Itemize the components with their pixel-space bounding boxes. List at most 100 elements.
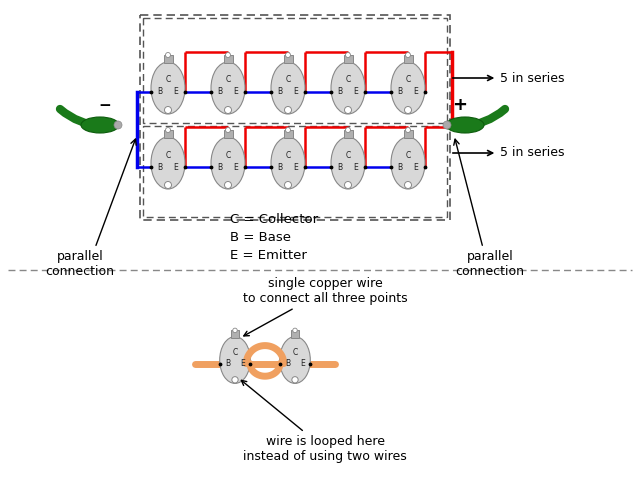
Text: E: E — [354, 87, 358, 96]
Text: C: C — [405, 151, 411, 159]
Text: E: E — [413, 163, 419, 171]
Ellipse shape — [220, 336, 250, 384]
Bar — [291, 330, 299, 337]
Circle shape — [225, 52, 230, 58]
Ellipse shape — [331, 137, 365, 189]
Text: single copper wire
to connect all three points: single copper wire to connect all three … — [243, 277, 407, 336]
Text: E: E — [234, 163, 238, 171]
Ellipse shape — [391, 137, 425, 189]
Text: C: C — [292, 348, 298, 357]
Ellipse shape — [271, 137, 305, 189]
Circle shape — [285, 181, 291, 189]
Text: B: B — [397, 87, 403, 96]
Circle shape — [346, 52, 351, 58]
Text: E: E — [354, 163, 358, 171]
Text: parallel
connection: parallel connection — [45, 250, 115, 278]
Bar — [403, 130, 413, 138]
Ellipse shape — [211, 137, 245, 189]
Text: C: C — [232, 348, 237, 357]
Text: B: B — [225, 359, 230, 368]
Bar — [163, 55, 173, 63]
Ellipse shape — [271, 62, 305, 114]
Circle shape — [232, 377, 238, 383]
Ellipse shape — [331, 62, 365, 114]
Circle shape — [225, 107, 232, 113]
Text: +: + — [452, 96, 467, 114]
Text: B: B — [277, 87, 283, 96]
Circle shape — [406, 52, 410, 58]
Ellipse shape — [446, 117, 484, 133]
Text: E: E — [413, 87, 419, 96]
Bar — [403, 55, 413, 63]
Text: B: B — [337, 163, 342, 171]
Text: B: B — [218, 87, 223, 96]
Text: B: B — [218, 163, 223, 171]
Text: B: B — [157, 87, 163, 96]
Text: C: C — [285, 75, 291, 84]
Text: C: C — [165, 151, 171, 159]
Ellipse shape — [211, 62, 245, 114]
Text: C: C — [285, 151, 291, 159]
Text: C: C — [225, 75, 230, 84]
Text: parallel
connection: parallel connection — [456, 250, 525, 278]
Text: B = Base: B = Base — [230, 231, 291, 244]
Ellipse shape — [81, 117, 119, 133]
Text: E: E — [300, 359, 305, 368]
Circle shape — [344, 107, 351, 113]
Text: E: E — [294, 163, 298, 171]
Bar — [223, 130, 232, 138]
Text: C: C — [225, 151, 230, 159]
Bar — [231, 330, 239, 337]
Circle shape — [225, 128, 230, 132]
Text: C: C — [165, 75, 171, 84]
Circle shape — [285, 128, 291, 132]
Text: E: E — [173, 163, 179, 171]
Text: C: C — [346, 151, 351, 159]
Text: B: B — [285, 359, 291, 368]
Text: B: B — [277, 163, 283, 171]
Text: E: E — [234, 87, 238, 96]
Circle shape — [404, 107, 412, 113]
Text: E = Emitter: E = Emitter — [230, 249, 307, 262]
Bar — [344, 130, 353, 138]
Ellipse shape — [151, 137, 185, 189]
Circle shape — [166, 128, 170, 132]
Bar — [284, 130, 292, 138]
Text: B: B — [397, 163, 403, 171]
Bar — [140, 15, 450, 220]
Circle shape — [164, 107, 172, 113]
Bar — [163, 130, 173, 138]
Text: B: B — [157, 163, 163, 171]
Text: C = Collector: C = Collector — [230, 213, 318, 226]
Circle shape — [344, 181, 351, 189]
Ellipse shape — [391, 62, 425, 114]
Circle shape — [164, 181, 172, 189]
Ellipse shape — [443, 121, 451, 129]
Bar — [143, 18, 447, 123]
Circle shape — [346, 128, 351, 132]
Text: wire is looped here
instead of using two wires: wire is looped here instead of using two… — [241, 380, 407, 463]
Text: B: B — [337, 87, 342, 96]
Circle shape — [233, 328, 237, 333]
Text: −: − — [99, 97, 111, 112]
Text: E: E — [294, 87, 298, 96]
Text: 5 in series: 5 in series — [452, 146, 564, 159]
Ellipse shape — [151, 62, 185, 114]
Text: 5 in series: 5 in series — [452, 72, 564, 84]
Bar — [223, 55, 232, 63]
Circle shape — [285, 107, 291, 113]
Circle shape — [166, 52, 170, 58]
Circle shape — [225, 181, 232, 189]
Bar — [284, 55, 292, 63]
Circle shape — [292, 328, 297, 333]
Text: E: E — [173, 87, 179, 96]
Ellipse shape — [280, 336, 310, 384]
Text: C: C — [405, 75, 411, 84]
Text: E: E — [240, 359, 244, 368]
Circle shape — [406, 128, 410, 132]
Bar — [143, 126, 447, 217]
Bar — [344, 55, 353, 63]
Circle shape — [292, 377, 298, 383]
Circle shape — [285, 52, 291, 58]
Text: C: C — [346, 75, 351, 84]
